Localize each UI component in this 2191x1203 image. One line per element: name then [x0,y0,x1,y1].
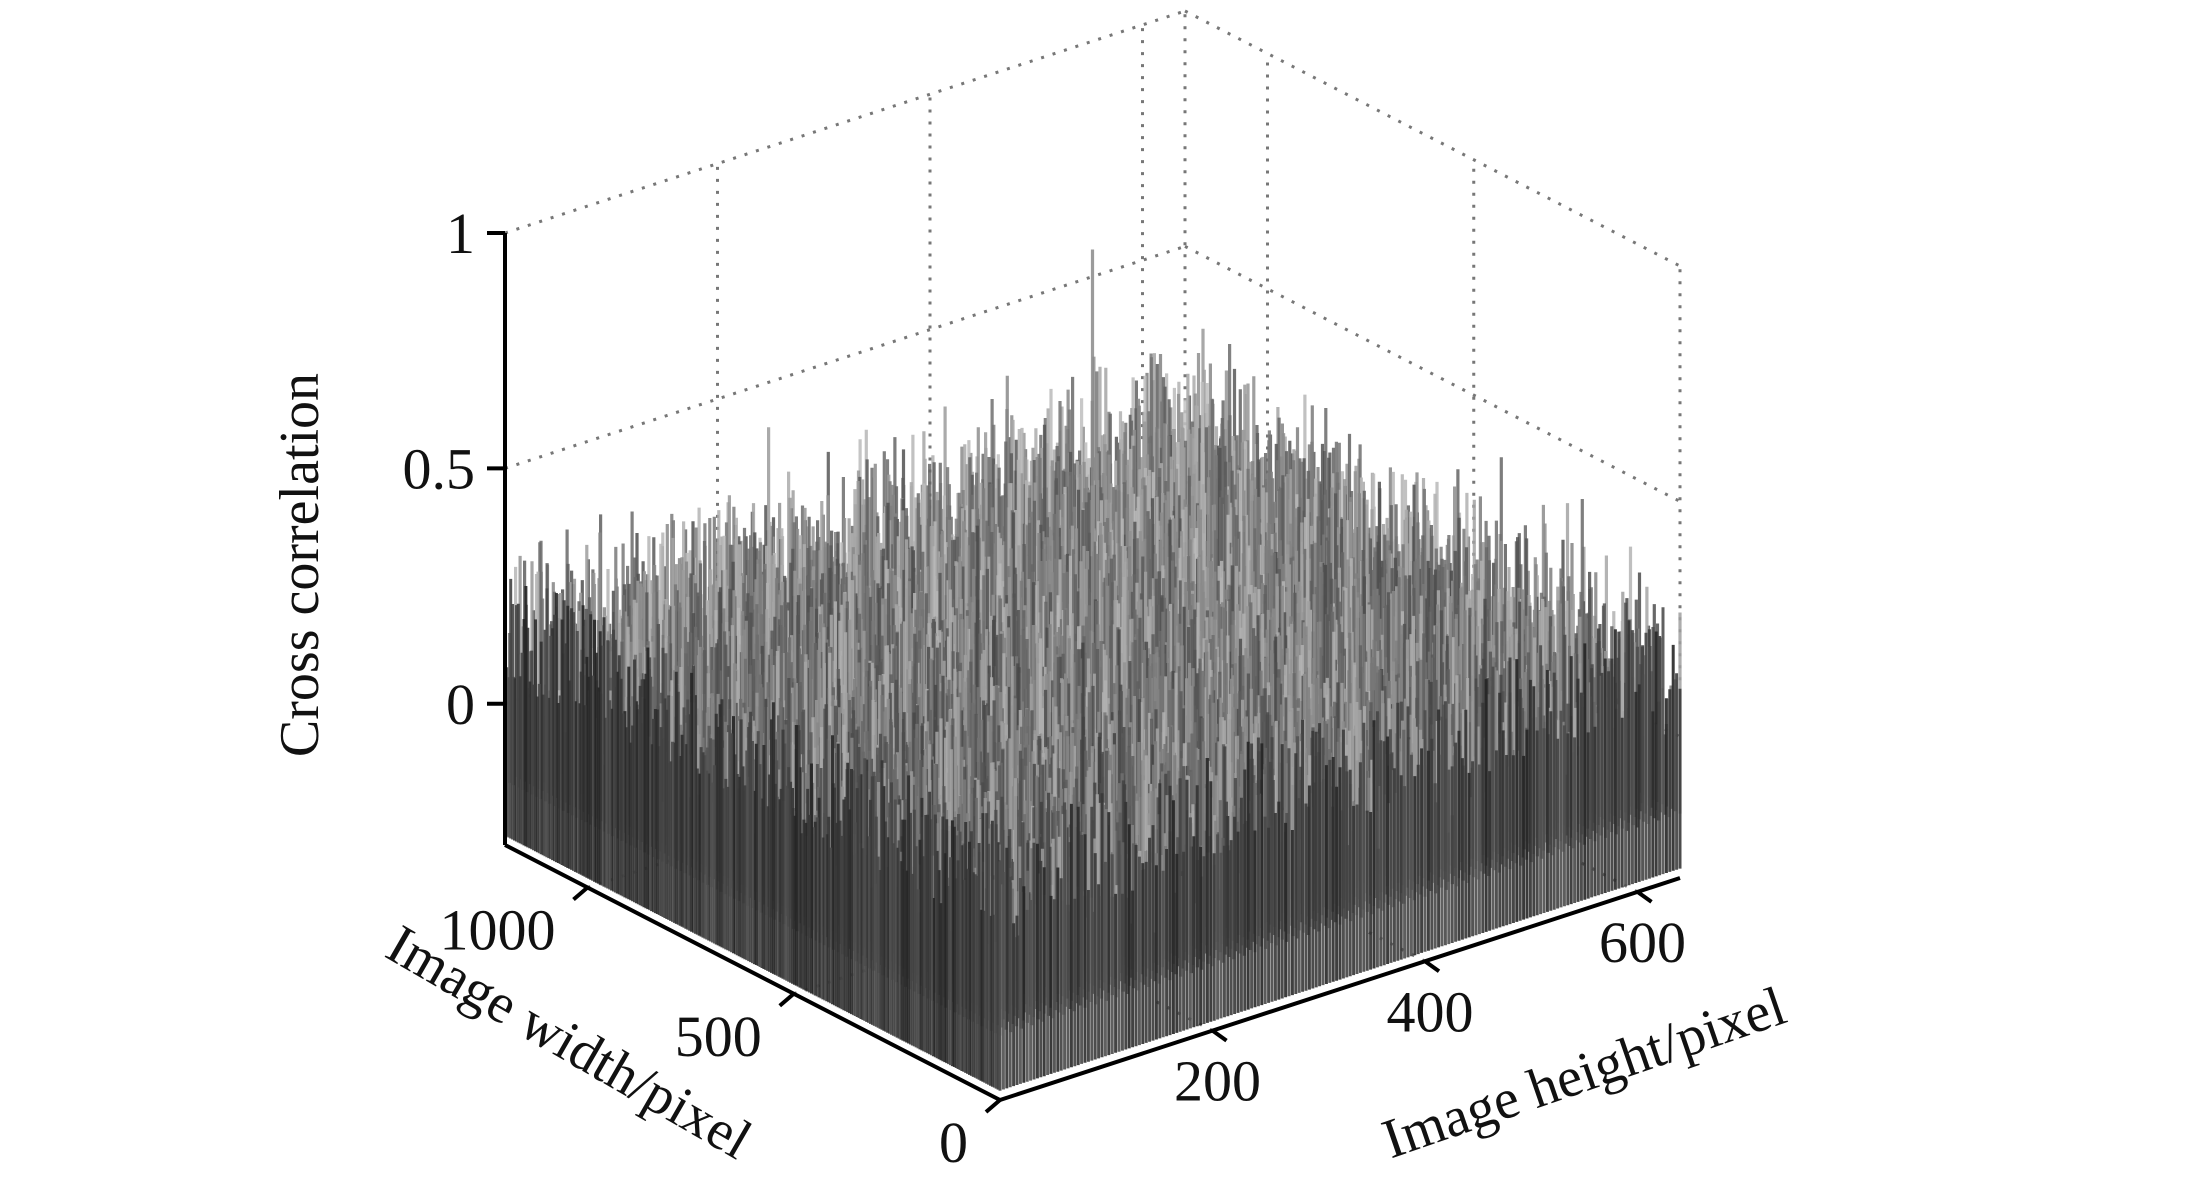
grid-line [505,11,1185,233]
grid-line [1185,11,1680,266]
surface [505,250,1680,1091]
